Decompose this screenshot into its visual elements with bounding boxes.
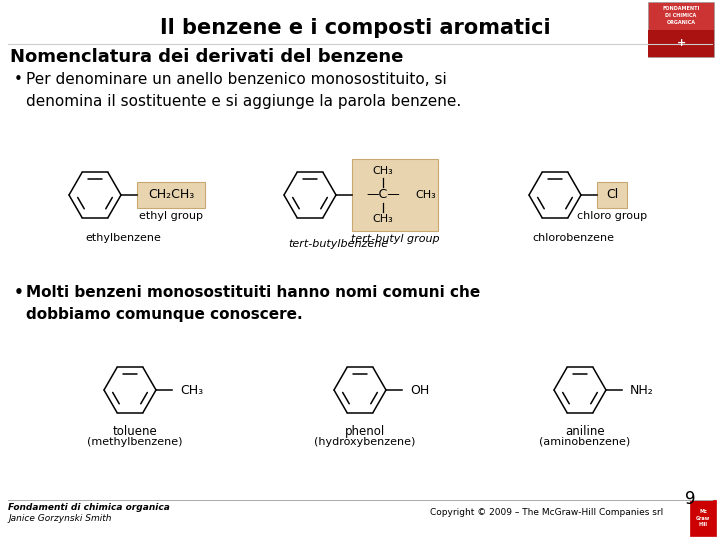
Text: Mc
Graw
Hill: Mc Graw Hill — [696, 509, 710, 526]
Text: (hydroxybenzene): (hydroxybenzene) — [315, 437, 415, 447]
Text: ethyl group: ethyl group — [139, 211, 203, 221]
Text: tert-butyl group: tert-butyl group — [351, 234, 439, 244]
FancyBboxPatch shape — [352, 159, 438, 231]
Text: •: • — [14, 285, 24, 300]
Text: FONDAMENTI: FONDAMENTI — [662, 6, 700, 11]
Text: CH₂CH₃: CH₂CH₃ — [148, 188, 194, 201]
Text: NH₂: NH₂ — [630, 383, 654, 396]
Text: OH: OH — [410, 383, 429, 396]
Text: CH₃: CH₃ — [373, 166, 393, 176]
Text: Per denominare un anello benzenico monosostituito, si
denomina il sostituente e : Per denominare un anello benzenico monos… — [26, 72, 462, 109]
Text: CH₃: CH₃ — [415, 190, 436, 200]
Text: chlorobenzene: chlorobenzene — [532, 233, 614, 243]
Text: (aminobenzene): (aminobenzene) — [539, 437, 631, 447]
Text: CH₃: CH₃ — [373, 214, 393, 224]
FancyBboxPatch shape — [690, 500, 716, 536]
Text: phenol: phenol — [345, 425, 385, 438]
FancyBboxPatch shape — [137, 182, 205, 208]
Text: Fondamenti di chimica organica: Fondamenti di chimica organica — [8, 503, 170, 512]
Text: Molti benzeni monosostituiti hanno nomi comuni che
dobbiamo comunque conoscere.: Molti benzeni monosostituiti hanno nomi … — [26, 285, 480, 322]
Text: tert-butylbenzene: tert-butylbenzene — [288, 239, 388, 249]
Text: ORGANICA: ORGANICA — [667, 20, 696, 25]
Text: aniline: aniline — [565, 425, 605, 438]
Text: CH₃: CH₃ — [180, 383, 203, 396]
Text: ethylbenzene: ethylbenzene — [85, 233, 161, 243]
Text: •: • — [14, 72, 23, 87]
Text: (methylbenzene): (methylbenzene) — [87, 437, 183, 447]
FancyBboxPatch shape — [648, 2, 714, 57]
Text: Cl: Cl — [606, 188, 618, 201]
Text: Nomenclatura dei derivati del benzene: Nomenclatura dei derivati del benzene — [10, 48, 403, 66]
Text: 9: 9 — [685, 490, 695, 508]
Text: Janice Gorzynski Smith: Janice Gorzynski Smith — [8, 514, 112, 523]
Text: —C—: —C— — [366, 188, 400, 201]
FancyBboxPatch shape — [648, 30, 714, 57]
Text: +: + — [676, 38, 685, 48]
Text: chloro group: chloro group — [577, 211, 647, 221]
Text: Il benzene e i composti aromatici: Il benzene e i composti aromatici — [160, 18, 550, 38]
Text: toluene: toluene — [112, 425, 158, 438]
FancyBboxPatch shape — [597, 182, 627, 208]
Text: Copyright © 2009 – The McGraw-Hill Companies srl: Copyright © 2009 – The McGraw-Hill Compa… — [430, 508, 663, 517]
Text: DI CHIMICA: DI CHIMICA — [665, 13, 697, 18]
